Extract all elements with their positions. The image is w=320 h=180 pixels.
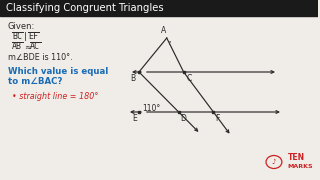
Text: ♪: ♪ bbox=[272, 159, 276, 165]
Text: Which value is equal: Which value is equal bbox=[8, 67, 108, 76]
Text: ?: ? bbox=[168, 40, 172, 46]
Text: AC: AC bbox=[30, 42, 40, 51]
Text: B: B bbox=[130, 74, 135, 83]
Text: AB: AB bbox=[12, 42, 22, 51]
Text: EF: EF bbox=[28, 32, 38, 41]
Text: Classifying Congruent Triangles: Classifying Congruent Triangles bbox=[6, 3, 164, 13]
Text: BC: BC bbox=[12, 32, 22, 41]
Bar bbox=[0, 0, 318, 16]
Text: |: | bbox=[24, 32, 27, 41]
Text: to m∠BAC?: to m∠BAC? bbox=[8, 77, 62, 86]
Text: ≈: ≈ bbox=[24, 42, 31, 51]
Text: TEN: TEN bbox=[288, 154, 305, 163]
Text: • straight line = 180°: • straight line = 180° bbox=[12, 92, 98, 101]
Text: Given:: Given: bbox=[8, 22, 35, 31]
Text: F: F bbox=[215, 114, 220, 123]
Text: MARKS: MARKS bbox=[288, 163, 314, 168]
Text: E: E bbox=[132, 114, 137, 123]
Text: m∠BDE is 110°.: m∠BDE is 110°. bbox=[8, 53, 73, 62]
Text: D: D bbox=[181, 114, 187, 123]
Text: C: C bbox=[187, 74, 192, 83]
Text: 110°: 110° bbox=[142, 103, 161, 112]
Text: A: A bbox=[161, 26, 166, 35]
